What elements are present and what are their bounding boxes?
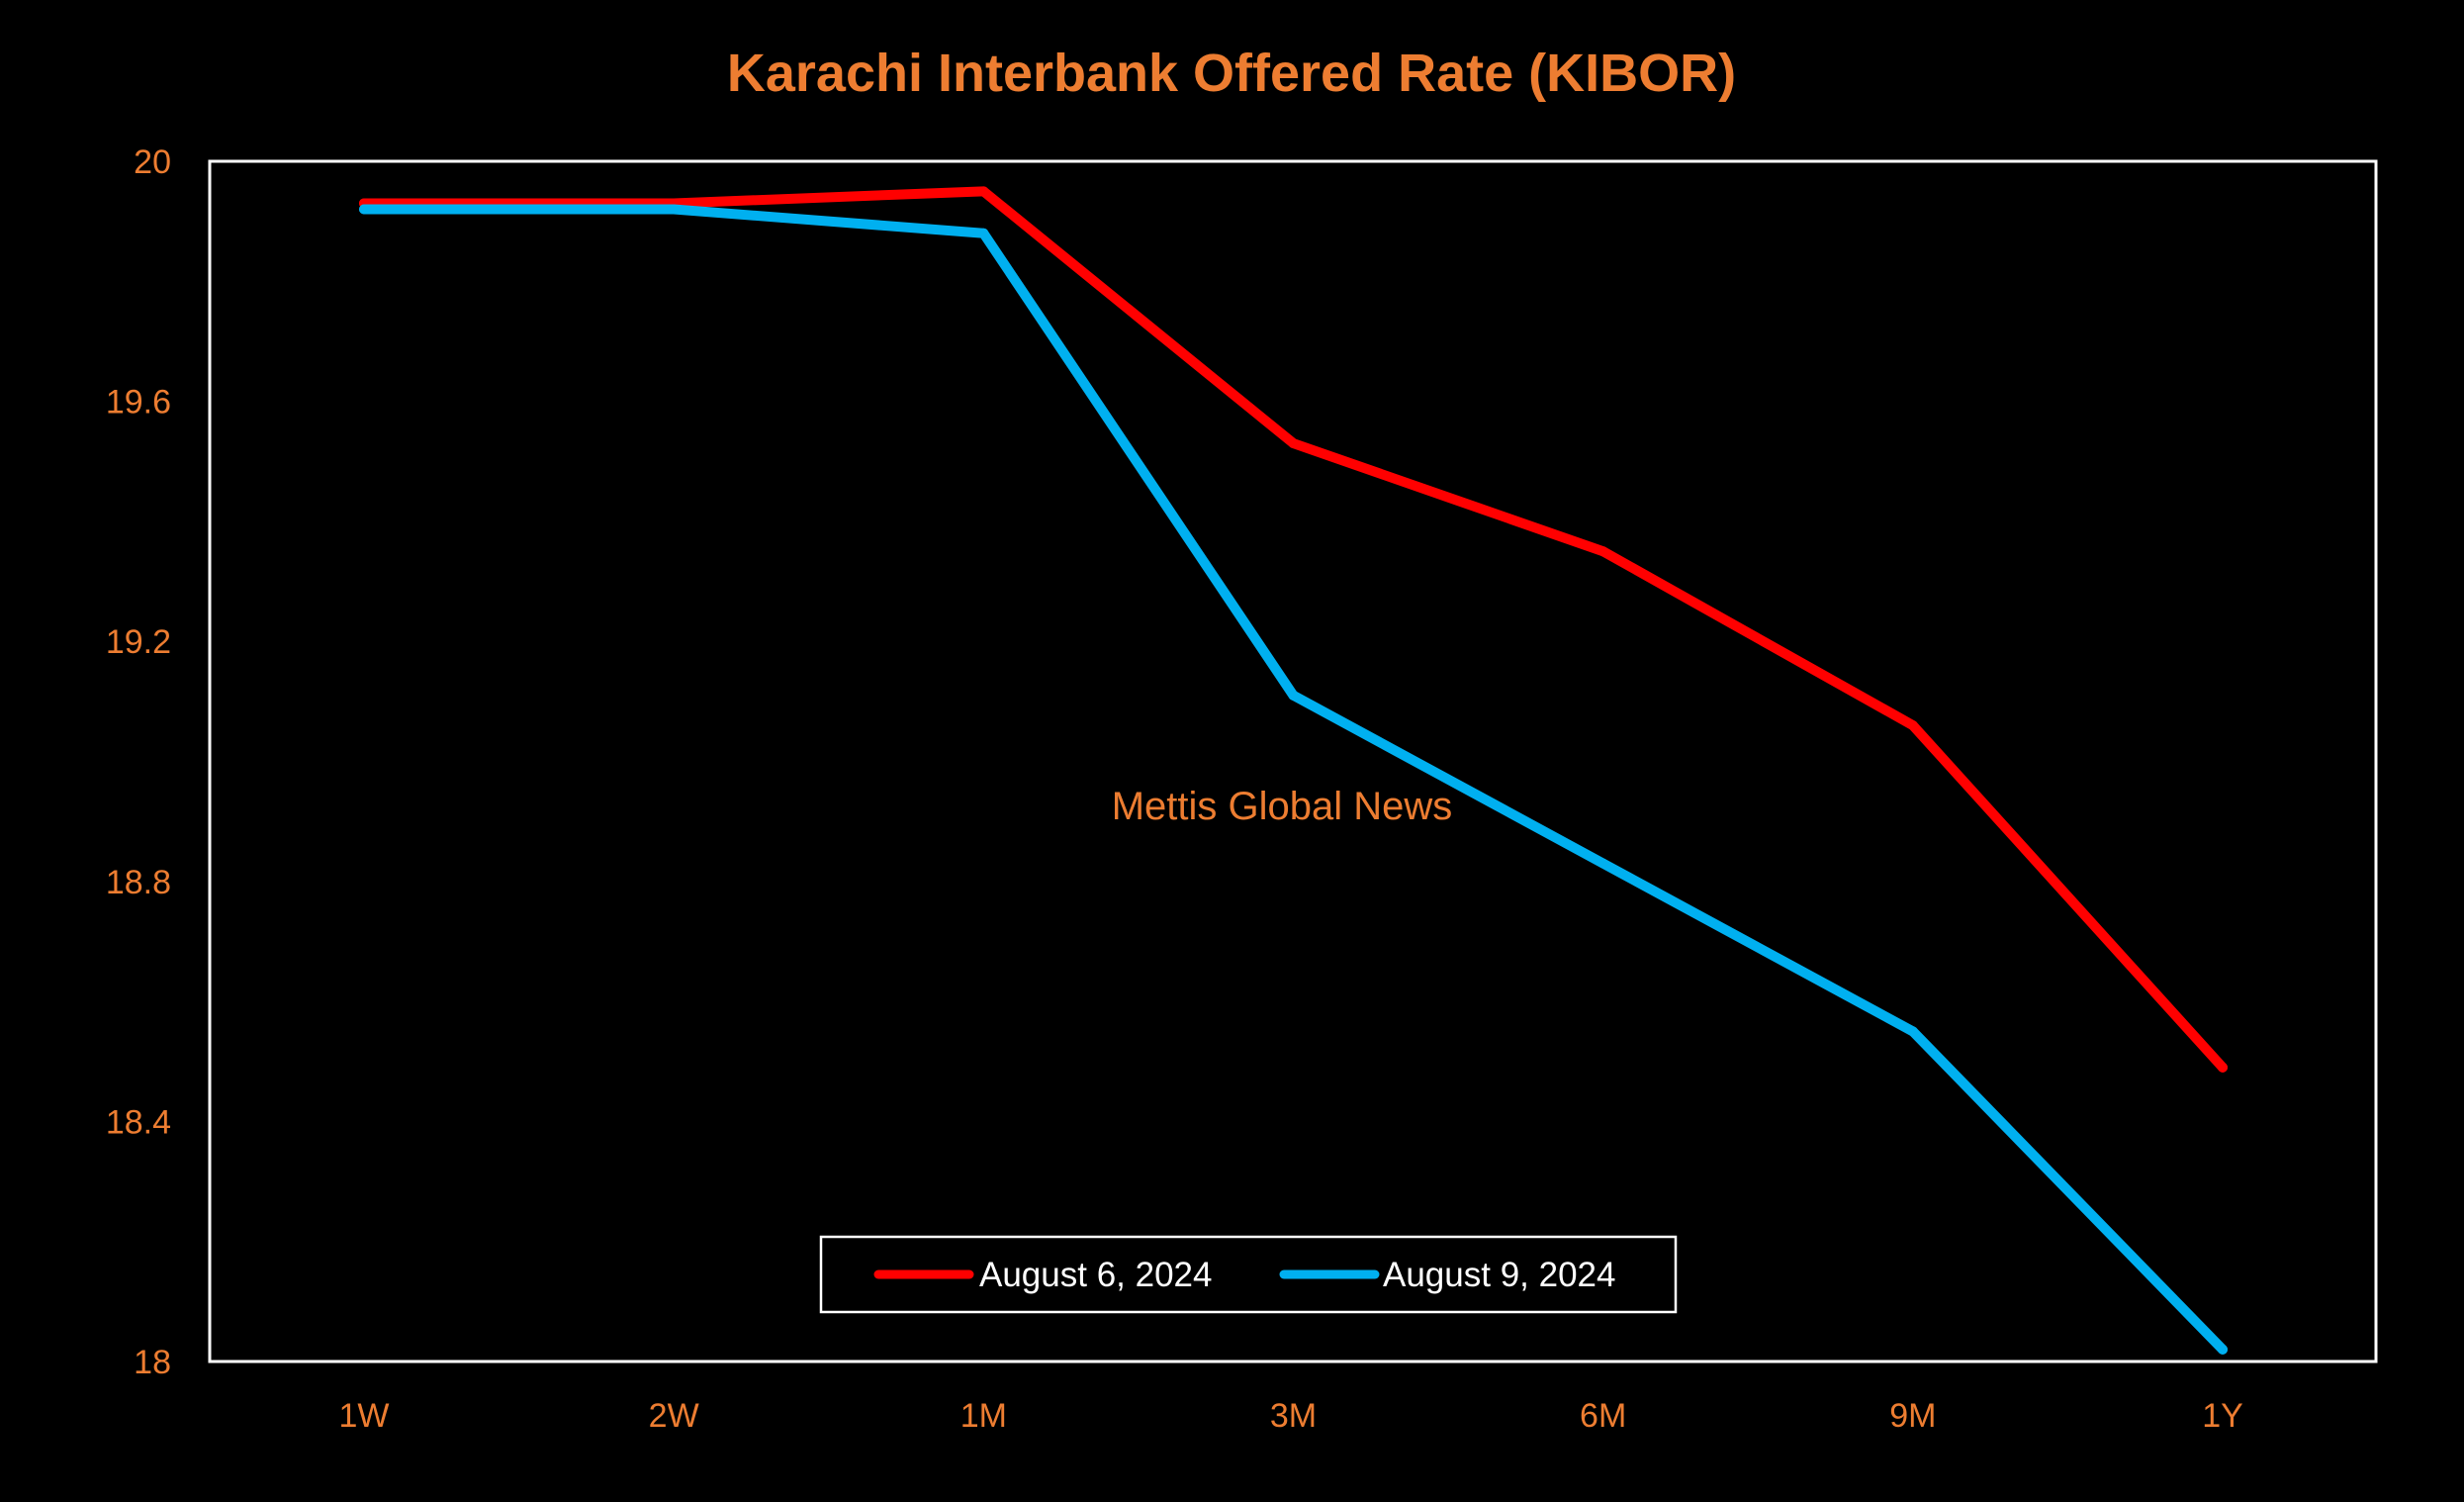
- series-1-point: [359, 204, 369, 215]
- y-tick-label: 18: [134, 1344, 171, 1381]
- x-tick-label: 2W: [649, 1397, 699, 1435]
- watermark-annotation: Mettis Global News: [1112, 785, 1453, 828]
- x-tick-label: 6M: [1580, 1397, 1626, 1435]
- y-tick-label: 19.6: [106, 384, 171, 422]
- series-0-point: [1288, 438, 1299, 449]
- y-tick-label: 18.8: [106, 864, 171, 901]
- series-1-point: [2218, 1344, 2228, 1355]
- series-1-point: [978, 228, 989, 238]
- series-0-point: [1597, 546, 1608, 557]
- series-lines: [359, 186, 2228, 1355]
- series-1-point: [1907, 1026, 1918, 1037]
- legend: August 6, 2024 August 9, 2024: [819, 1235, 1678, 1314]
- legend-label-august-6: August 6, 2024: [979, 1256, 1212, 1294]
- x-tick-label: 9M: [1889, 1397, 1936, 1435]
- x-tick-label: 1M: [960, 1397, 1007, 1435]
- y-axis-tick-labels: 18 18.4 18.8 19.2 19.6 20: [106, 143, 171, 1381]
- series-0-point: [2218, 1062, 2228, 1073]
- series-1-point: [1288, 690, 1299, 701]
- x-axis-tick-labels: 1W 2W 1M 3M 6M 9M 1Y: [339, 1397, 2243, 1435]
- y-tick-label: 19.2: [106, 623, 171, 661]
- x-tick-label: 1Y: [2202, 1397, 2243, 1435]
- x-tick-label: 1W: [339, 1397, 390, 1435]
- series-1-point: [1597, 858, 1608, 869]
- legend-label-august-9: August 9, 2024: [1383, 1256, 1615, 1294]
- plot-area-frame: [208, 159, 2378, 1363]
- x-tick-label: 3M: [1270, 1397, 1317, 1435]
- series-1-point: [669, 204, 680, 215]
- y-tick-label: 20: [134, 143, 171, 181]
- series-0-point: [1907, 720, 1918, 731]
- y-tick-label: 18.4: [106, 1103, 171, 1141]
- chart-title: Karachi Interbank Offered Rate (KIBOR): [727, 44, 1736, 103]
- series-0-point: [978, 186, 989, 197]
